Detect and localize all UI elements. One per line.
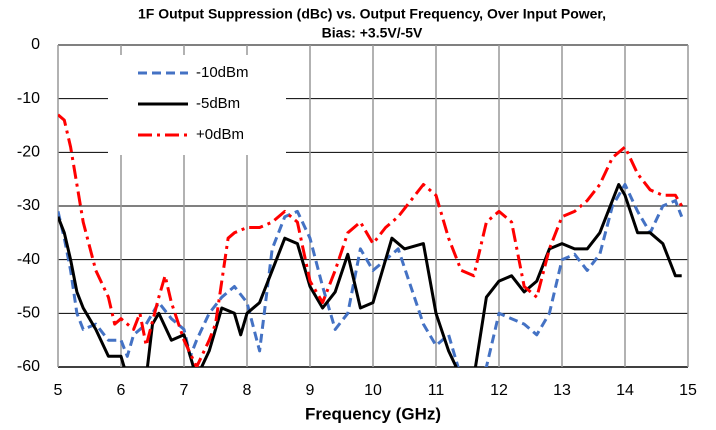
y-tick-label: -10 xyxy=(17,90,40,107)
legend: -10dBm -5dBm +0dBm xyxy=(108,55,286,155)
y-tick-label: -20 xyxy=(17,144,40,161)
y-tick-label: -50 xyxy=(17,305,40,322)
plot-lines xyxy=(58,113,684,367)
legend-label: -5dBm xyxy=(196,95,240,112)
x-tick-label: 10 xyxy=(364,382,382,399)
series-line xyxy=(58,183,684,367)
x-tick-label: 14 xyxy=(616,382,634,399)
x-tick-label: 5 xyxy=(54,382,63,399)
y-tick-label: -30 xyxy=(17,197,40,214)
x-tick-label: 7 xyxy=(180,382,189,399)
x-tick-label: 12 xyxy=(490,382,508,399)
legend-box xyxy=(108,55,286,155)
x-axis-label: Frequency (GHz) xyxy=(305,404,441,423)
x-tick-label: 15 xyxy=(679,382,697,399)
chart-subtitle: Bias: +3.5V/-5V xyxy=(322,25,423,41)
series-line xyxy=(58,183,682,367)
series-line xyxy=(58,113,683,367)
legend-label: -10dBm xyxy=(196,64,249,81)
legend-label: +0dBm xyxy=(196,126,244,143)
chart-title: 1F Output Suppression (dBc) vs. Output F… xyxy=(138,6,606,22)
x-tick-label: 8 xyxy=(243,382,252,399)
x-tick-label: 11 xyxy=(428,382,445,399)
x-tick-label: 9 xyxy=(306,382,315,399)
x-tick-label: 13 xyxy=(553,382,571,399)
y-tick-label: -40 xyxy=(17,251,40,268)
x-tick-label: 6 xyxy=(117,382,126,399)
y-tick-label: 0 xyxy=(31,36,40,53)
y-tick-label: -60 xyxy=(17,358,40,375)
